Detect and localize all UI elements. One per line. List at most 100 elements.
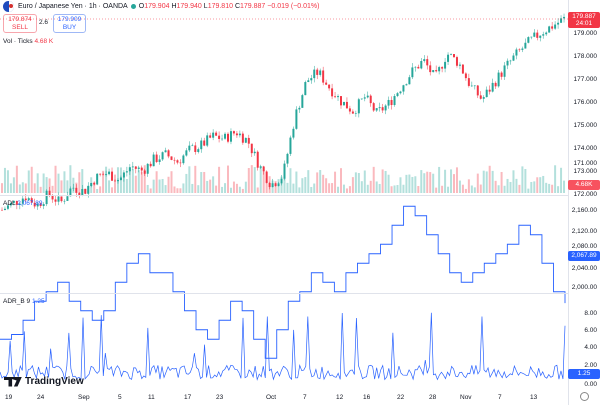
candle-body [232,131,235,134]
volume-bar [72,177,75,193]
volume-bar [372,166,375,193]
volume-bar [247,168,250,193]
volume-bar [357,173,360,193]
volume-bar [551,184,554,193]
volume-bar [42,173,45,193]
pane-separator[interactable] [0,195,568,196]
candle-body [277,183,280,187]
candle-body [435,70,438,72]
volume-bar [506,178,509,193]
candle-body [179,162,182,164]
candle-body [24,198,27,201]
candle-body [158,159,161,162]
volume-bar [366,184,369,193]
adl-tick: 2,120.00 [571,228,597,235]
volume-bar [438,166,441,193]
volume-bar [542,175,545,193]
tradingview-logo[interactable]: TradingView [4,376,84,387]
candle-body [283,163,286,179]
candle-body [453,54,455,58]
candle-body [521,48,524,50]
volume-legend[interactable]: Vol · Ticks 4.68 K [3,38,54,45]
candle-body [241,133,244,143]
candle-body [479,95,482,99]
volume-bar [274,181,277,193]
volume-bar [414,176,417,193]
volume-bar [316,172,319,193]
volume-bar [301,178,304,193]
volume-bar [197,185,200,193]
volume-bar [90,177,93,193]
adl-legend[interactable]: ADL 2,067.89 [3,200,43,207]
volume-bar [322,174,325,193]
volume-bar [24,183,27,193]
candle-body [363,97,366,99]
candle-body [39,203,42,207]
sell-button[interactable]: 179.874 SELL [3,14,37,33]
candle-body [173,159,176,161]
candle-body [354,113,357,114]
pane-separator[interactable] [0,293,568,294]
volume-bar [545,182,548,193]
settings-gear-icon[interactable] [580,392,589,401]
volume-bar [411,176,414,193]
adl-tick: 2,000.00 [571,284,597,291]
buy-button[interactable]: 179.909 BUY [53,14,86,33]
euro-yen-flag-icon [3,1,14,12]
volume-bar [554,165,557,193]
candle-body [557,22,560,25]
volume-bar [108,180,111,193]
volume-bar [262,172,265,193]
volume-bar [515,178,518,193]
volume-bar [342,184,345,193]
volume-bar [134,175,137,193]
candle-body [307,80,310,83]
volume-bar [375,181,378,193]
volume-bar [9,183,12,193]
candle-body [444,61,447,69]
adr-tick: 6.00 [584,327,597,334]
volume-bar [170,171,173,193]
candle-body [265,171,268,183]
candle-body [84,188,87,194]
volume-bar [360,181,363,193]
volume-bar [111,187,114,193]
volume-bar [105,166,108,193]
price-tick: 178.000 [573,53,598,60]
volume-bar [524,169,527,193]
time-tick: 23 [216,394,224,401]
candle-body [539,35,542,38]
volume-bar [218,166,221,193]
volume-bar [149,188,152,193]
symbol-title[interactable]: Euro / Japanese Yen · 1h · OANDA [18,3,128,10]
price-tick: 174.000 [573,145,598,152]
candle-body [408,77,411,85]
volume-bar [497,185,500,193]
candle-body [259,166,262,168]
volume-bar [527,188,530,193]
volume-bar [185,173,188,193]
volume-bar [399,177,402,193]
volume-bar [458,180,461,193]
candle-body [322,70,325,83]
volume-bar [140,171,143,193]
candle-body [396,93,399,97]
candle-body [108,171,111,175]
volume-bar [27,170,30,193]
candle-body [432,70,435,73]
time-tick: 11 [148,394,155,401]
chart-canvas[interactable] [0,0,568,395]
candle-body [551,26,554,29]
candle-body [119,177,122,181]
candle-body [54,199,57,202]
candle-body [390,99,393,106]
candle-body [313,69,316,79]
time-tick: 7 [303,394,307,401]
adr-b-legend[interactable]: ADR_B 9 1.25 [3,298,45,305]
volume-bar [557,186,560,193]
volume-bar [194,165,197,193]
candle-body [340,96,342,106]
candle-body [188,145,191,151]
candle-body [464,73,467,79]
candle-body [426,59,429,66]
